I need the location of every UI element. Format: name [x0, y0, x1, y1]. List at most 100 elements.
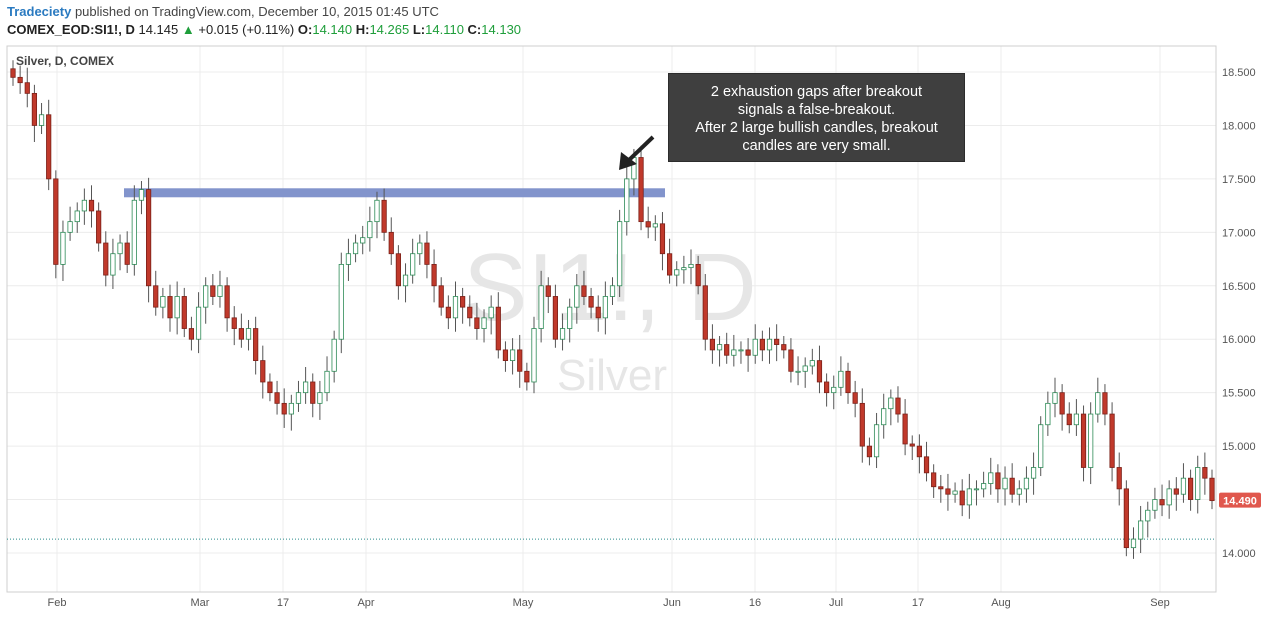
- candle: [681, 255, 687, 284]
- candle-body-bullish: [352, 242, 359, 255]
- close-value: 14.130: [481, 22, 522, 37]
- annotation-box: 2 exhaustion gaps after breakout signals…: [668, 73, 965, 162]
- candle: [167, 284, 173, 332]
- candle-body-bearish: [781, 344, 787, 351]
- candle-body-bearish: [702, 285, 708, 340]
- candle-body-bearish: [1102, 392, 1108, 415]
- candle-body-bearish: [709, 338, 716, 351]
- candle-body-bullish: [452, 296, 459, 319]
- candle: [1030, 452, 1037, 495]
- candle: [231, 306, 237, 346]
- candle: [881, 393, 887, 439]
- candle: [1009, 463, 1015, 503]
- candle: [138, 181, 145, 215]
- x-tick-label: 17: [912, 597, 924, 609]
- candle: [709, 324, 716, 364]
- candle-body-bearish: [866, 445, 873, 458]
- candle-body-bearish: [1080, 413, 1087, 468]
- candle-body-bearish: [938, 486, 944, 490]
- candle-body-bearish: [695, 263, 701, 287]
- candle: [110, 238, 116, 289]
- candle: [1095, 377, 1101, 423]
- candle: [10, 60, 16, 86]
- candle: [688, 249, 694, 285]
- candle: [1088, 402, 1094, 485]
- candle-body-bearish: [1159, 499, 1165, 506]
- candle-body-bearish: [852, 392, 858, 404]
- candle-body-bearish: [995, 472, 1001, 490]
- candles: [10, 60, 1215, 559]
- candle: [495, 292, 501, 359]
- candle-body-bullish: [567, 306, 573, 329]
- candle-body-bearish: [1187, 477, 1194, 500]
- candle-body-bearish: [10, 68, 16, 78]
- candle-body-bullish: [1130, 538, 1137, 549]
- candle-body-bullish: [609, 285, 616, 297]
- candle-body-bearish: [388, 231, 394, 255]
- candle-body-bullish: [1052, 392, 1058, 404]
- candle-body-bearish: [524, 370, 530, 383]
- candle-body-bearish: [438, 285, 444, 308]
- candle-body-bullish: [1152, 499, 1158, 511]
- y-tick-label: 16.500: [1222, 281, 1256, 293]
- candle: [995, 464, 1001, 503]
- candle-body-bullish: [1023, 477, 1030, 490]
- candle: [1159, 484, 1165, 517]
- candle-body-bullish: [795, 370, 801, 373]
- candle-body-bearish: [931, 472, 937, 488]
- candle: [281, 388, 287, 428]
- candle-body-bearish: [188, 328, 195, 340]
- candle: [445, 295, 451, 330]
- candle-body-bearish: [224, 285, 230, 319]
- candle: [224, 277, 230, 332]
- candle-body-bearish: [1009, 477, 1015, 495]
- y-tick-label: 15.000: [1222, 441, 1256, 453]
- candle-body-bearish: [959, 490, 965, 506]
- candle: [952, 482, 958, 503]
- candle: [481, 309, 487, 343]
- candle-body-bullish: [1088, 413, 1094, 468]
- candle-body-bullish: [481, 317, 487, 329]
- candle: [60, 220, 66, 281]
- candle: [1016, 480, 1022, 506]
- candle: [174, 281, 180, 335]
- candle-body-bullish: [131, 199, 137, 265]
- candle: [588, 287, 594, 319]
- candle-body-bullish: [988, 472, 994, 484]
- candle: [945, 473, 951, 511]
- candle: [695, 255, 701, 295]
- candle-body-bullish: [417, 242, 423, 255]
- candle-body-bearish: [445, 306, 451, 319]
- candle-body-bullish: [374, 199, 380, 223]
- watermark-name: Silver: [557, 351, 667, 400]
- candle-body-bullish: [1095, 392, 1101, 415]
- candle: [1145, 501, 1151, 538]
- candle: [438, 277, 444, 316]
- candle-body-bearish: [267, 381, 273, 394]
- candle: [374, 191, 380, 239]
- candle: [131, 185, 137, 276]
- candle: [638, 145, 644, 231]
- annotation-line: 2 exhaustion gaps after breakout: [710, 84, 923, 100]
- candle-body-bearish: [638, 157, 644, 223]
- candle-body-bullish: [402, 274, 409, 287]
- author-link[interactable]: Tradeciety: [7, 4, 72, 19]
- candle: [17, 65, 23, 94]
- candle-body-bullish: [716, 344, 723, 351]
- candle-body-bullish: [966, 488, 972, 506]
- candle-body-bearish: [1116, 467, 1122, 490]
- candle: [866, 437, 873, 466]
- candle: [581, 270, 587, 306]
- last-price-value: 14.490: [1223, 496, 1257, 508]
- candle-body-bullish: [117, 242, 123, 255]
- candle: [146, 177, 152, 303]
- candle: [731, 334, 737, 367]
- candle-body-bullish: [288, 402, 294, 415]
- candle-body-bearish: [17, 76, 23, 84]
- candle-body-bullish: [1166, 488, 1172, 506]
- candle-body-bearish: [759, 338, 765, 351]
- candle: [552, 284, 559, 348]
- candle-body-bearish: [774, 338, 780, 345]
- candle-body-bullish: [1138, 520, 1144, 540]
